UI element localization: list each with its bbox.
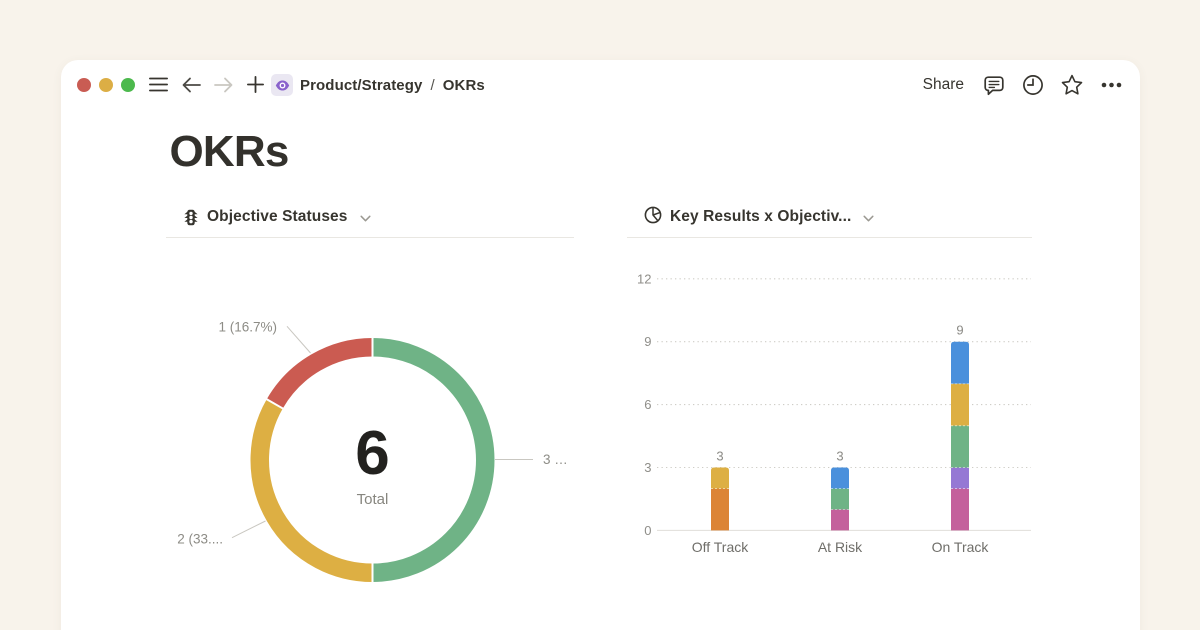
- bar-chart-header[interactable]: Key Results x Objectiv...: [627, 197, 1032, 237]
- donut-slice[interactable]: [250, 399, 373, 582]
- topbar-actions: Share: [923, 60, 1123, 110]
- donut-label-leader-line: [286, 325, 311, 354]
- chevron-down-icon: [359, 209, 371, 227]
- donut-slice[interactable]: [266, 338, 373, 409]
- donut-chart-title: Objective Statuses: [207, 208, 348, 225]
- x-axis-category-label: At Risk: [818, 539, 863, 555]
- share-button[interactable]: Share: [922, 76, 964, 93]
- y-axis-tick-label: 9: [644, 334, 651, 349]
- pie-chart-icon: [644, 206, 662, 229]
- breadcrumb-current[interactable]: OKRs: [442, 76, 485, 94]
- y-axis-tick-label: 6: [644, 397, 651, 412]
- bar-total-label: 3: [836, 449, 843, 464]
- more-ellipsis-icon[interactable]: [1099, 73, 1123, 97]
- bar-segment[interactable]: [951, 383, 969, 426]
- breadcrumb: Product/Strategy / OKRs: [300, 60, 485, 110]
- donut-slice-label: 3 …: [543, 452, 568, 467]
- bar-total-label: 9: [956, 323, 963, 338]
- plus-icon[interactable]: [243, 73, 267, 97]
- traffic-light-close-button[interactable]: [77, 78, 91, 92]
- traffic-light-zoom-button[interactable]: [121, 78, 135, 92]
- app-window: Product/Strategy / OKRs Share: [60, 60, 1140, 630]
- donut-center-value: 6: [355, 419, 389, 488]
- x-axis-category-label: On Track: [932, 539, 990, 555]
- bar-segment[interactable]: [951, 488, 969, 531]
- donut-label-leader-line: [231, 520, 266, 539]
- favorite-star-icon[interactable]: [1060, 73, 1084, 97]
- y-axis-tick-label: 0: [644, 523, 651, 538]
- breadcrumb-parent[interactable]: Product/Strategy: [300, 76, 423, 94]
- bar-segment[interactable]: [831, 509, 849, 531]
- page-eye-icon[interactable]: [271, 74, 293, 96]
- forward-arrow-icon[interactable]: [211, 73, 235, 97]
- traffic-light-icon: [183, 209, 199, 226]
- y-axis-tick-label: 3: [644, 460, 651, 475]
- comments-icon[interactable]: [982, 73, 1006, 97]
- divider: [627, 237, 1032, 238]
- bar-segment[interactable]: [711, 488, 729, 531]
- bar-segment[interactable]: [951, 425, 969, 468]
- bar-segment[interactable]: [951, 467, 969, 489]
- bar-chart-title: Key Results x Objectiv...: [670, 208, 852, 225]
- breadcrumb-separator: /: [430, 76, 435, 94]
- back-arrow-icon[interactable]: [179, 73, 203, 97]
- updates-clock-icon[interactable]: [1021, 73, 1045, 97]
- donut-chart-header[interactable]: Objective Statuses: [166, 197, 574, 237]
- bar-segment[interactable]: [831, 488, 849, 510]
- bar-chart-block: Key Results x Objectiv... 0 3 6 9 12 3 Off Tra…: [627, 197, 1032, 630]
- x-axis-category-label: Off Track: [692, 539, 750, 555]
- chevron-down-icon: [863, 209, 874, 227]
- donut-slice[interactable]: [372, 338, 495, 582]
- y-axis-tick-label: 12: [637, 271, 651, 286]
- donut-chart: 3 … 2 (33.... 1 (16.7%) 6 Total: [177, 319, 568, 583]
- donut-chart-block: Objective Statuses 3 … 2 (33.... 1 (16.7%)…: [166, 197, 574, 630]
- bar-total-label: 3: [716, 449, 723, 464]
- bar-segment[interactable]: [711, 467, 729, 489]
- bar-segment[interactable]: [831, 467, 849, 489]
- traffic-light-minimize-button[interactable]: [99, 78, 113, 92]
- donut-center-label: Total: [357, 491, 389, 508]
- bar-chart: 0 3 6 9 12 3 Off Track 3 At Risk 9 On Track: [637, 271, 1031, 555]
- page-title: OKRs: [169, 126, 290, 176]
- divider: [166, 237, 574, 238]
- donut-slice-label: 2 (33....: [177, 532, 223, 547]
- donut-slice-label: 1 (16.7%): [218, 319, 277, 334]
- menu-icon[interactable]: [146, 73, 170, 97]
- window-topbar: Product/Strategy / OKRs Share: [61, 60, 1140, 110]
- bar-segment[interactable]: [951, 341, 969, 384]
- donut-slice-separator: [265, 397, 285, 410]
